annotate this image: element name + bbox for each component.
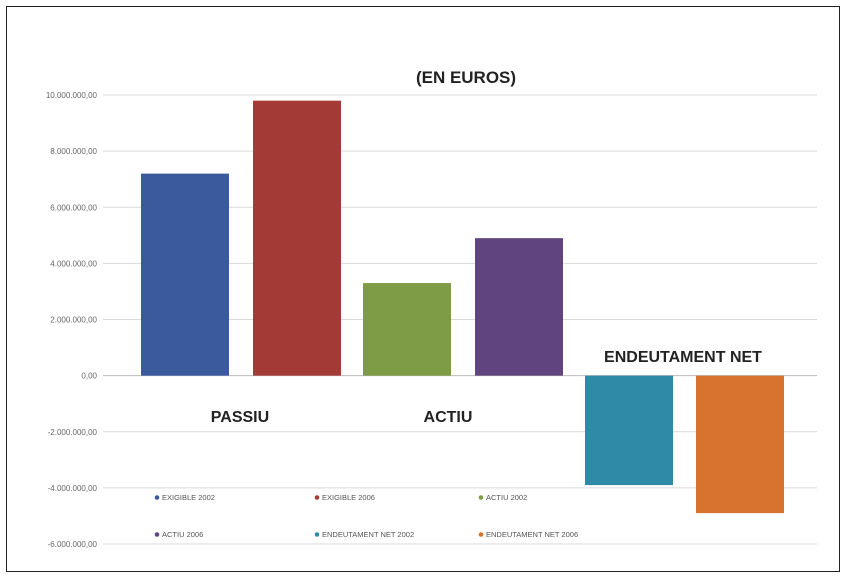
y-tick-label: -2.000.000,00	[48, 428, 98, 437]
bar-actiu-2006	[475, 238, 563, 376]
legend-entry: ENDEUTAMENT NET 2002	[322, 530, 414, 539]
y-tick-label: 10.000.000,00	[46, 91, 98, 100]
legend-marker	[478, 495, 484, 500]
bar-endeutament-net-2002	[585, 375, 673, 486]
y-tick-label: -6.000.000,00	[48, 540, 98, 549]
bar-exigible-2002	[141, 173, 229, 376]
y-axis-tick-labels: 10.000.000,00 8.000.000,00 6.000.000,00 4.0…	[46, 91, 98, 549]
y-tick-label: 4.000.000,00	[50, 259, 97, 268]
chart-frame: 10.000.000,00 8.000.000,00 6.000.000,00 4.0…	[6, 6, 840, 572]
legend-marker	[314, 495, 320, 500]
bars	[141, 100, 784, 514]
bar-actiu-2002	[363, 283, 451, 376]
legend-entry: EXIGIBLE 2002	[162, 493, 215, 502]
legend-marker	[154, 532, 160, 537]
bar-chart: 10.000.000,00 8.000.000,00 6.000.000,00 4.0…	[46, 68, 817, 549]
legend-marker	[478, 532, 484, 537]
legend: EXIGIBLE 2002 EXIGIBLE 2006 ACTIU 2002 ACTI…	[154, 493, 578, 539]
legend-marker	[154, 495, 160, 500]
y-tick-label: -4.000.000,00	[48, 484, 98, 493]
y-tick-label: 2.000.000,00	[50, 316, 97, 325]
legend-entry: ACTIU 2006	[162, 530, 203, 539]
bar-exigible-2006	[253, 100, 341, 376]
group-label-endeutament-net: ENDEUTAMENT NET	[604, 349, 762, 366]
legend-entry: ENDEUTAMENT NET 2006	[486, 530, 578, 539]
group-label-actiu: ACTIU	[424, 409, 473, 426]
chart-title: (EN EUROS)	[416, 68, 516, 87]
legend-marker	[314, 532, 320, 537]
y-tick-label: 0,00	[81, 372, 97, 381]
y-tick-label: 8.000.000,00	[50, 147, 97, 156]
group-label-passiu: PASSIU	[211, 409, 269, 426]
bar-endeutament-net-2006	[696, 375, 784, 514]
legend-entry: ACTIU 2002	[486, 493, 527, 502]
y-tick-label: 6.000.000,00	[50, 203, 97, 212]
legend-entry: EXIGIBLE 2006	[322, 493, 375, 502]
